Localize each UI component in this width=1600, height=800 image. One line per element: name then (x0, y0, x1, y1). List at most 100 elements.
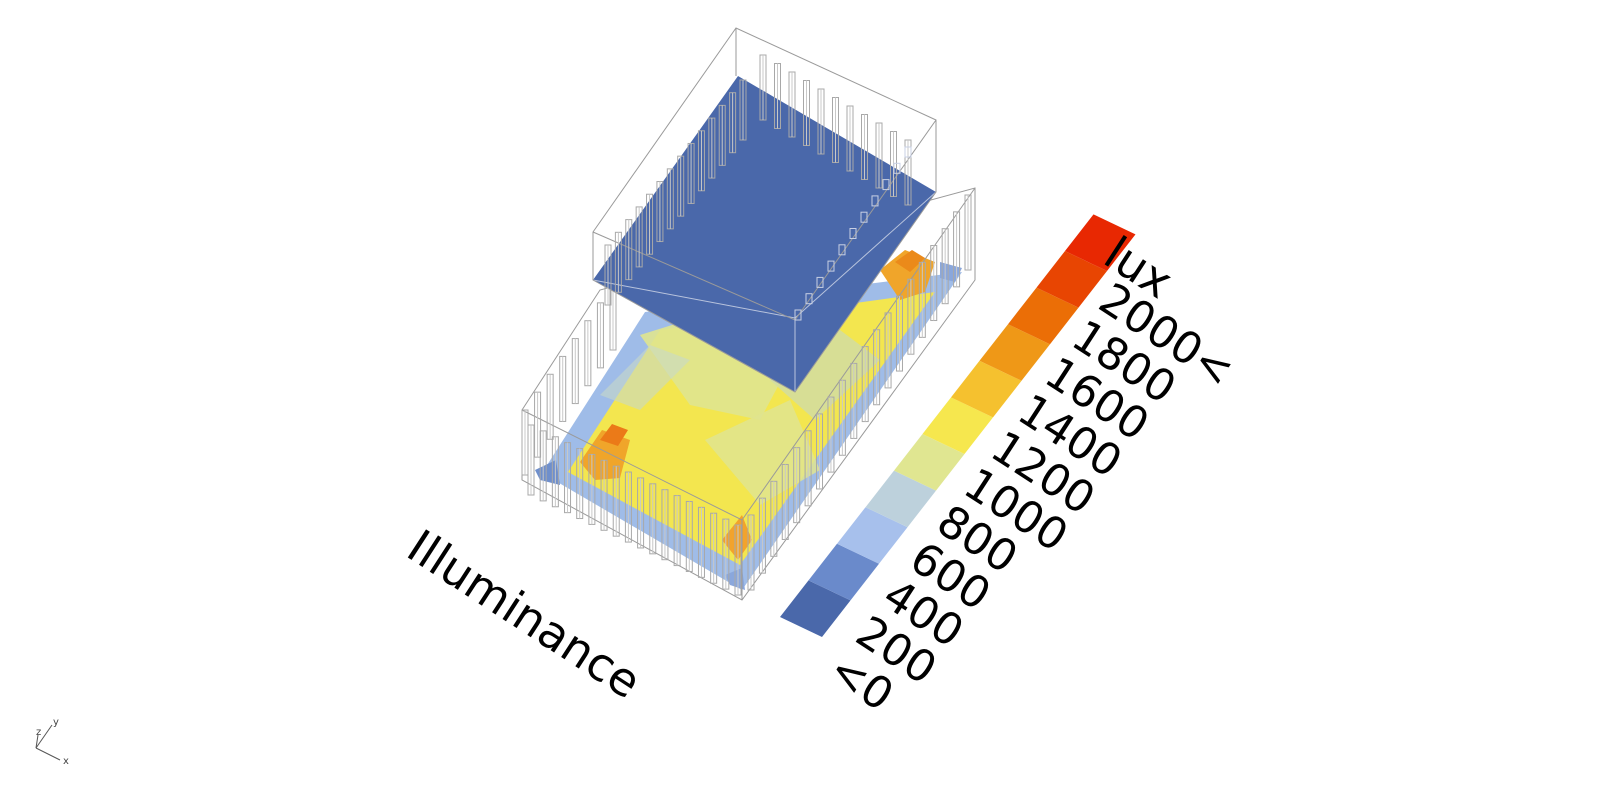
fin-front-left (661, 489, 669, 561)
fin-front-left (564, 442, 572, 514)
legend-swatch-10 (1065, 214, 1136, 271)
fin-front-left (697, 506, 705, 578)
fin-front-right (964, 194, 972, 271)
fin-upper-left (708, 117, 716, 179)
fin-back-left (596, 302, 604, 369)
fin-front-left (685, 500, 693, 572)
fin-upper-diag (871, 195, 879, 207)
legend-swatch-8 (1008, 287, 1079, 345)
fin-front-left (576, 448, 584, 520)
fin-upper-left (697, 130, 705, 192)
fin-upper-back (904, 139, 912, 206)
chart-title: Illuminance (398, 519, 650, 709)
fin-front-right (793, 447, 801, 524)
fin-upper-diag (904, 146, 912, 158)
fins-upper-diag (794, 146, 912, 321)
fin-upper-back (788, 71, 796, 138)
fin-upper-left (718, 104, 726, 166)
legend-swatch-0 (780, 580, 851, 637)
fin-front-left (588, 453, 596, 525)
fin-front-right (758, 497, 766, 574)
fin-front-left (612, 465, 620, 537)
fin-upper-diag (827, 260, 835, 272)
fin-front-right (930, 245, 938, 322)
fin-front-right (907, 278, 915, 355)
fin-front-right (770, 480, 778, 557)
legend-swatch-4 (894, 434, 965, 491)
fin-upper-diag (860, 211, 868, 223)
fin-upper-back (875, 122, 883, 189)
fin-upper-diag (882, 179, 890, 191)
fin-upper-left (635, 206, 643, 268)
legend-color-bar (780, 214, 1136, 637)
axis-y-label: y (53, 717, 59, 728)
fins-upper-left (604, 79, 747, 306)
fin-front-right (816, 413, 824, 490)
floor-plate (535, 250, 962, 590)
fin-upper-left (687, 142, 695, 204)
fin-front-left (527, 424, 535, 496)
fin-front-left (600, 459, 608, 531)
lower-wireframe (521, 187, 976, 601)
fin-front-right (884, 312, 892, 389)
fin-front-left (624, 471, 632, 543)
fin-front-right (781, 463, 789, 540)
fin-back-left (546, 373, 554, 440)
fin-upper-left (625, 219, 633, 281)
fin-front-right (747, 514, 755, 591)
legend: lux <02004006008001000120014001600180020… (780, 214, 1243, 722)
fin-front-right (918, 261, 926, 338)
fin-back-left (584, 320, 592, 387)
floor-patch-warm-3 (722, 515, 752, 560)
fin-upper-diag (816, 276, 824, 288)
legend-swatch-2 (837, 507, 908, 564)
fin-front-left (637, 477, 645, 549)
fin-upper-left (646, 193, 654, 255)
legend-swatch-1 (808, 543, 879, 601)
fin-front-left (539, 430, 547, 502)
legend-swatch-9 (1036, 251, 1107, 308)
fin-upper-left (739, 79, 747, 141)
fin-upper-back (803, 80, 810, 146)
fin-front-right (895, 295, 903, 372)
floor-patch-cool-4 (600, 345, 690, 410)
fin-back-left (534, 391, 542, 458)
fins-back-left (521, 284, 617, 476)
fin-upper-left (656, 181, 664, 243)
fin-upper-diag (849, 228, 857, 239)
fin-front-left (649, 483, 657, 555)
axis-x-label: x (63, 756, 69, 767)
fin-upper-diag (794, 309, 802, 321)
fin-front-left (734, 524, 742, 596)
fin-upper-back (832, 97, 839, 163)
fin-front-right (873, 329, 881, 406)
fin-upper-back (817, 88, 825, 155)
fin-upper-left (666, 168, 674, 230)
legend-swatch-6 (951, 360, 1022, 418)
floor-patch-warm-2 (600, 424, 628, 446)
fin-upper-back (774, 63, 781, 129)
floor-patch-cool-2 (705, 400, 820, 505)
fin-front-right (804, 430, 812, 507)
legend-swatch-7 (979, 324, 1050, 381)
floor-patch-blue-edge (535, 460, 560, 485)
fin-upper-left (677, 155, 685, 217)
fin-front-right (941, 228, 949, 305)
axis-z-label: z (36, 727, 41, 738)
fin-front-left (673, 495, 681, 567)
fin-upper-diag (838, 244, 846, 256)
fin-upper-back (861, 114, 868, 180)
fin-front-right (861, 346, 869, 423)
fin-upper-back (846, 105, 854, 172)
legend-swatch-3 (865, 470, 936, 528)
fin-front-right (850, 362, 858, 439)
fin-upper-back (759, 54, 767, 121)
fin-front-right (953, 211, 961, 288)
legend-swatch-5 (922, 397, 993, 454)
fin-upper-diag (893, 162, 901, 174)
floor-patch-warm-5 (895, 250, 925, 272)
fin-back-left (559, 355, 567, 422)
fin-front-right (827, 396, 835, 473)
